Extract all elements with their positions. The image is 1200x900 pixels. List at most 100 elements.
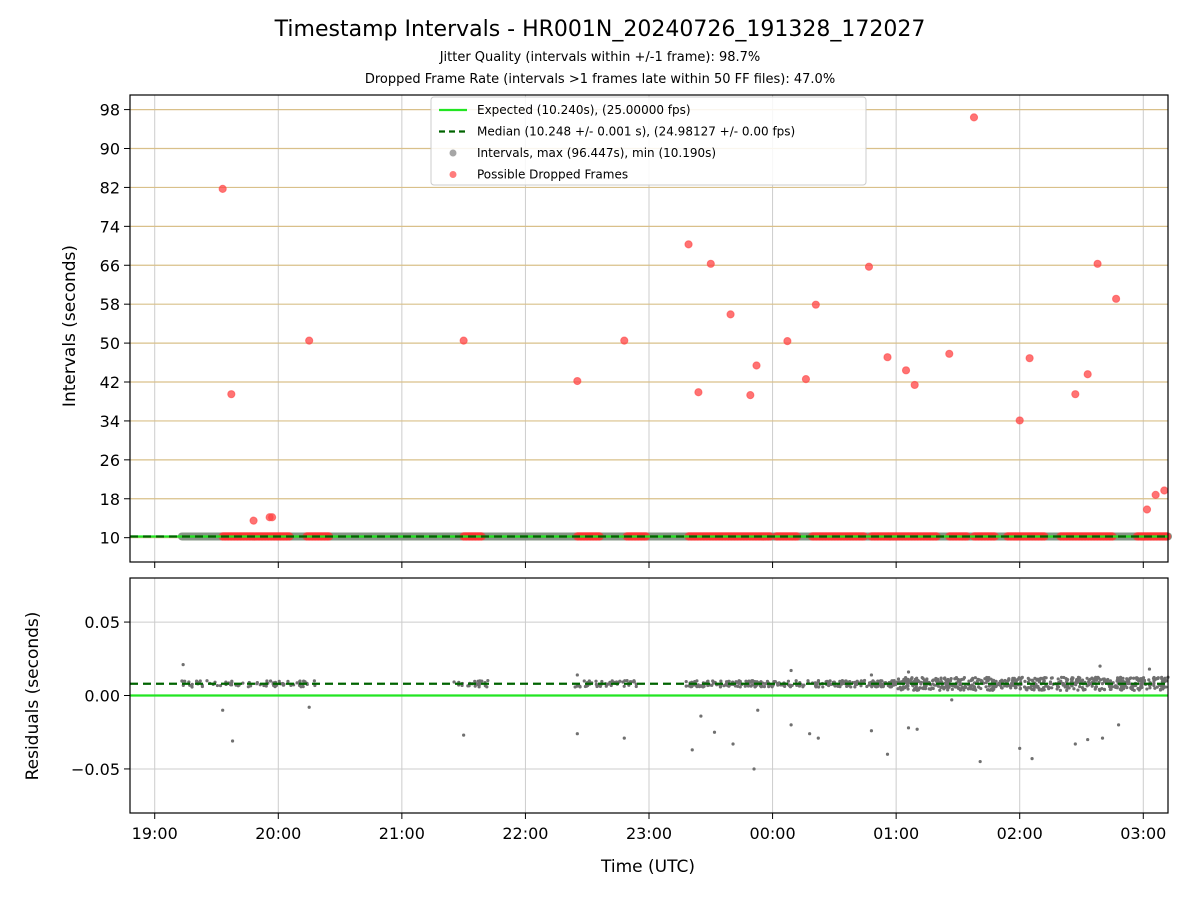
residual-point — [697, 685, 702, 689]
top-y-tick-label: 82 — [100, 178, 120, 197]
residual-point — [621, 680, 625, 684]
top-y-tick-label: 18 — [100, 490, 120, 509]
bottom-plot-frame — [129, 577, 1169, 814]
residual-point — [973, 676, 977, 680]
residual-point — [1040, 687, 1044, 691]
residual-point — [776, 682, 780, 686]
residual-point — [699, 714, 703, 718]
residual-point — [582, 679, 586, 683]
top-y-tick-label: 90 — [100, 140, 120, 159]
residual-point — [268, 679, 273, 683]
residual-point — [1076, 688, 1080, 692]
residual-point — [1085, 676, 1089, 680]
dropped-frame-point — [1015, 416, 1024, 425]
residual-point — [889, 684, 893, 688]
residual-point — [486, 678, 490, 683]
x-axis-label: Time (UTC) — [600, 857, 695, 877]
residual-point — [816, 736, 820, 740]
residual-point — [896, 677, 901, 681]
residual-point — [1027, 678, 1032, 682]
residual-point — [972, 685, 976, 689]
residual-point — [480, 679, 484, 683]
residual-point — [1108, 679, 1113, 683]
residual-point — [1153, 686, 1157, 690]
residual-point — [1063, 685, 1067, 689]
dropped-frame-point — [684, 240, 693, 249]
residual-point — [989, 687, 993, 691]
residual-point — [969, 686, 973, 690]
legend-marker-swatch — [449, 149, 457, 157]
dropped-frame-point — [801, 374, 811, 384]
residual-point — [924, 678, 929, 682]
residual-point — [985, 675, 989, 680]
residual-point — [788, 683, 792, 687]
residual-point — [632, 680, 636, 684]
residual-point — [183, 679, 187, 683]
residual-point — [970, 683, 974, 687]
residual-point — [939, 677, 943, 681]
residual-point — [307, 705, 311, 709]
residual-point — [827, 681, 831, 685]
residual-point — [986, 688, 990, 692]
residual-point — [1050, 676, 1054, 680]
residual-point — [1137, 688, 1141, 692]
residual-point — [1024, 687, 1028, 691]
residual-point — [1155, 685, 1159, 689]
x-tick-label: 19:00 — [132, 824, 178, 843]
residual-point — [1009, 682, 1014, 686]
residual-point — [1007, 677, 1011, 681]
residual-point — [230, 679, 234, 683]
residual-point — [684, 684, 688, 688]
residual-point — [849, 685, 853, 689]
residual-point — [622, 684, 626, 688]
residual-point — [1038, 678, 1042, 682]
residual-point — [934, 679, 938, 683]
dropped-frame-point — [706, 259, 715, 268]
dropped-frame-point — [752, 361, 761, 370]
residual-point — [833, 684, 837, 688]
legend-marker-swatch — [449, 171, 457, 178]
residual-point — [772, 680, 776, 684]
residual-point — [600, 679, 604, 684]
residual-point — [853, 685, 857, 689]
chart-subtitle-dropped: Dropped Frame Rate (intervals >1 frames … — [365, 72, 835, 87]
residual-point — [938, 688, 942, 692]
dropped-frame-point — [694, 388, 703, 397]
residual-point — [814, 684, 818, 688]
residual-point — [984, 681, 988, 685]
residual-point — [1035, 685, 1039, 689]
residual-point — [943, 676, 947, 680]
bottom-y-tick-label: −0.05 — [71, 760, 120, 779]
residual-point — [1090, 676, 1094, 681]
residual-point — [1055, 684, 1060, 688]
residual-point — [929, 687, 933, 691]
residual-point — [1094, 676, 1098, 680]
residual-point — [750, 683, 755, 687]
residual-point — [180, 679, 184, 683]
residual-point — [477, 685, 481, 689]
top-y-tick-label: 58 — [100, 295, 120, 314]
residual-point — [1030, 678, 1034, 682]
residual-point — [1029, 684, 1033, 688]
top-y-tick-label: 10 — [100, 529, 120, 548]
residual-point — [1097, 676, 1101, 680]
dropped-frame-point — [1083, 370, 1092, 379]
residual-point — [1117, 680, 1122, 684]
residual-point — [1162, 679, 1167, 684]
residual-point — [762, 685, 766, 689]
residual-point — [597, 684, 601, 688]
residual-point — [1078, 685, 1082, 689]
dropped-frame-point — [910, 380, 919, 390]
dropped-frame-point — [783, 337, 792, 346]
residual-point — [836, 684, 840, 688]
residual-point — [839, 681, 843, 685]
residual-point — [876, 679, 880, 684]
top-plot-frame — [129, 94, 1169, 563]
residual-point — [869, 729, 874, 733]
residual-point — [1047, 687, 1051, 691]
residual-point — [733, 684, 738, 688]
residual-point — [628, 680, 632, 684]
residual-point — [190, 685, 194, 689]
residual-point — [1129, 686, 1133, 690]
residual-point — [753, 680, 757, 684]
